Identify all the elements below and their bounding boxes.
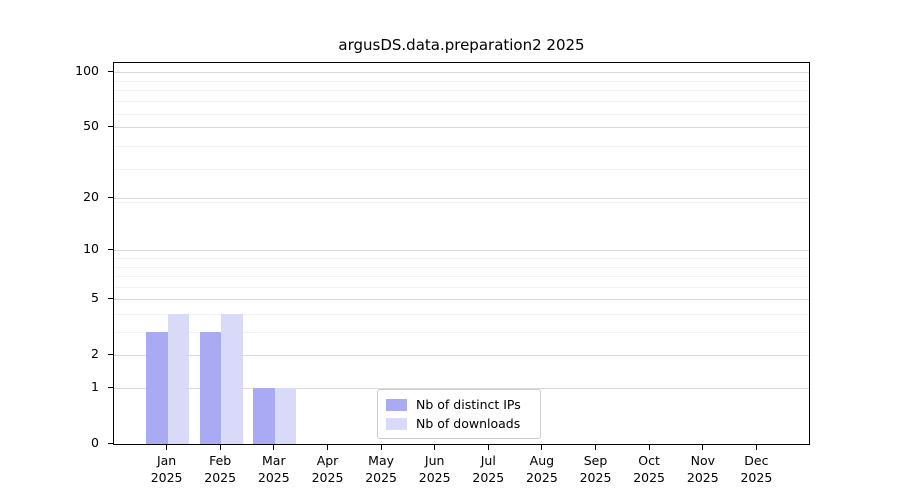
x-tick-label: Feb 2025 [204, 453, 237, 485]
y-tick-label: 0 [91, 434, 99, 450]
gridline-minor [114, 113, 809, 115]
gridline-major [114, 387, 809, 389]
y-tick-mark [108, 197, 113, 199]
x-tick-label: Dec 2025 [740, 453, 773, 485]
bar-nb-of-distinct-ips-jan [146, 331, 168, 444]
legend-swatch-downloads [386, 417, 407, 430]
x-tick-label: May 2025 [365, 453, 397, 485]
x-tick-mark [648, 445, 650, 450]
gridline-minor [114, 80, 809, 82]
x-tick-mark [166, 445, 168, 450]
y-tick-label: 10 [83, 241, 99, 257]
chart-title: argusDS.data.preparation2 2025 [338, 36, 585, 54]
y-tick-label: 50 [83, 117, 99, 133]
y-tick-mark [108, 354, 113, 356]
y-tick-label: 2 [91, 346, 99, 362]
gridline-minor [114, 313, 809, 315]
x-tick-mark [702, 445, 704, 450]
legend: Nb of distinct IPs Nb of downloads [377, 389, 541, 439]
gridline-major [114, 250, 809, 252]
bar-nb-of-downloads-jan [167, 313, 190, 444]
plot-area [113, 62, 810, 445]
y-tick-label: 100 [75, 62, 99, 78]
gridline-major [114, 299, 809, 301]
gridline-major [114, 71, 809, 73]
y-tick-mark [108, 125, 113, 127]
x-tick-label: Jul 2025 [472, 453, 505, 485]
x-tick-mark [327, 445, 328, 450]
x-tick-label: Sep 2025 [579, 453, 612, 485]
legend-label-downloads: Nb of downloads [416, 416, 521, 431]
bar-nb-of-distinct-ips-feb [199, 331, 222, 444]
x-tick-label: Mar 2025 [257, 453, 290, 485]
legend-item-downloads: Nb of downloads [386, 414, 532, 433]
gridline-minor [114, 169, 809, 171]
gridline-minor [114, 90, 809, 92]
y-tick-label: 20 [83, 189, 99, 205]
x-tick-mark [755, 445, 757, 450]
x-tick-mark [541, 445, 543, 450]
gridline-minor [114, 101, 809, 103]
bar-nb-of-distinct-ips-mar [253, 387, 275, 444]
y-tick-mark [108, 386, 113, 388]
gridline-minor [114, 331, 809, 333]
x-tick-label: Aug 2025 [525, 453, 558, 485]
y-tick-label: 5 [91, 290, 99, 306]
x-tick-mark [273, 445, 275, 450]
x-tick-mark [219, 445, 221, 450]
legend-swatch-distinct-ips [386, 398, 407, 411]
bar-nb-of-downloads-feb [221, 313, 243, 444]
gridline-major [114, 198, 809, 200]
gridline-minor [114, 146, 809, 148]
x-tick-label: Nov 2025 [686, 453, 719, 485]
x-tick-label: Jan 2025 [150, 453, 183, 485]
x-tick-mark [595, 445, 596, 450]
gridline-minor [114, 276, 809, 277]
x-tick-label: Jun 2025 [418, 453, 451, 485]
y-tick-mark [108, 442, 113, 444]
gridline-minor [114, 258, 809, 259]
y-tick-label: 1 [91, 378, 99, 394]
bar-nb-of-downloads-mar [274, 387, 297, 444]
legend-label-distinct-ips: Nb of distinct IPs [416, 397, 521, 412]
gridline-minor [114, 202, 809, 204]
y-tick-mark [108, 249, 113, 251]
gridline-major [114, 126, 809, 128]
x-tick-label: Oct 2025 [633, 453, 665, 485]
y-tick-mark [108, 70, 113, 72]
y-tick-mark [108, 298, 113, 300]
gridline-minor [114, 266, 809, 268]
gridline-minor [114, 286, 809, 288]
x-tick-mark [434, 445, 436, 450]
x-tick-mark [380, 445, 382, 450]
x-tick-mark [487, 445, 489, 450]
legend-item-distinct-ips: Nb of distinct IPs [386, 395, 532, 414]
x-tick-label: Apr 2025 [311, 453, 344, 485]
gridline-major [114, 355, 809, 357]
